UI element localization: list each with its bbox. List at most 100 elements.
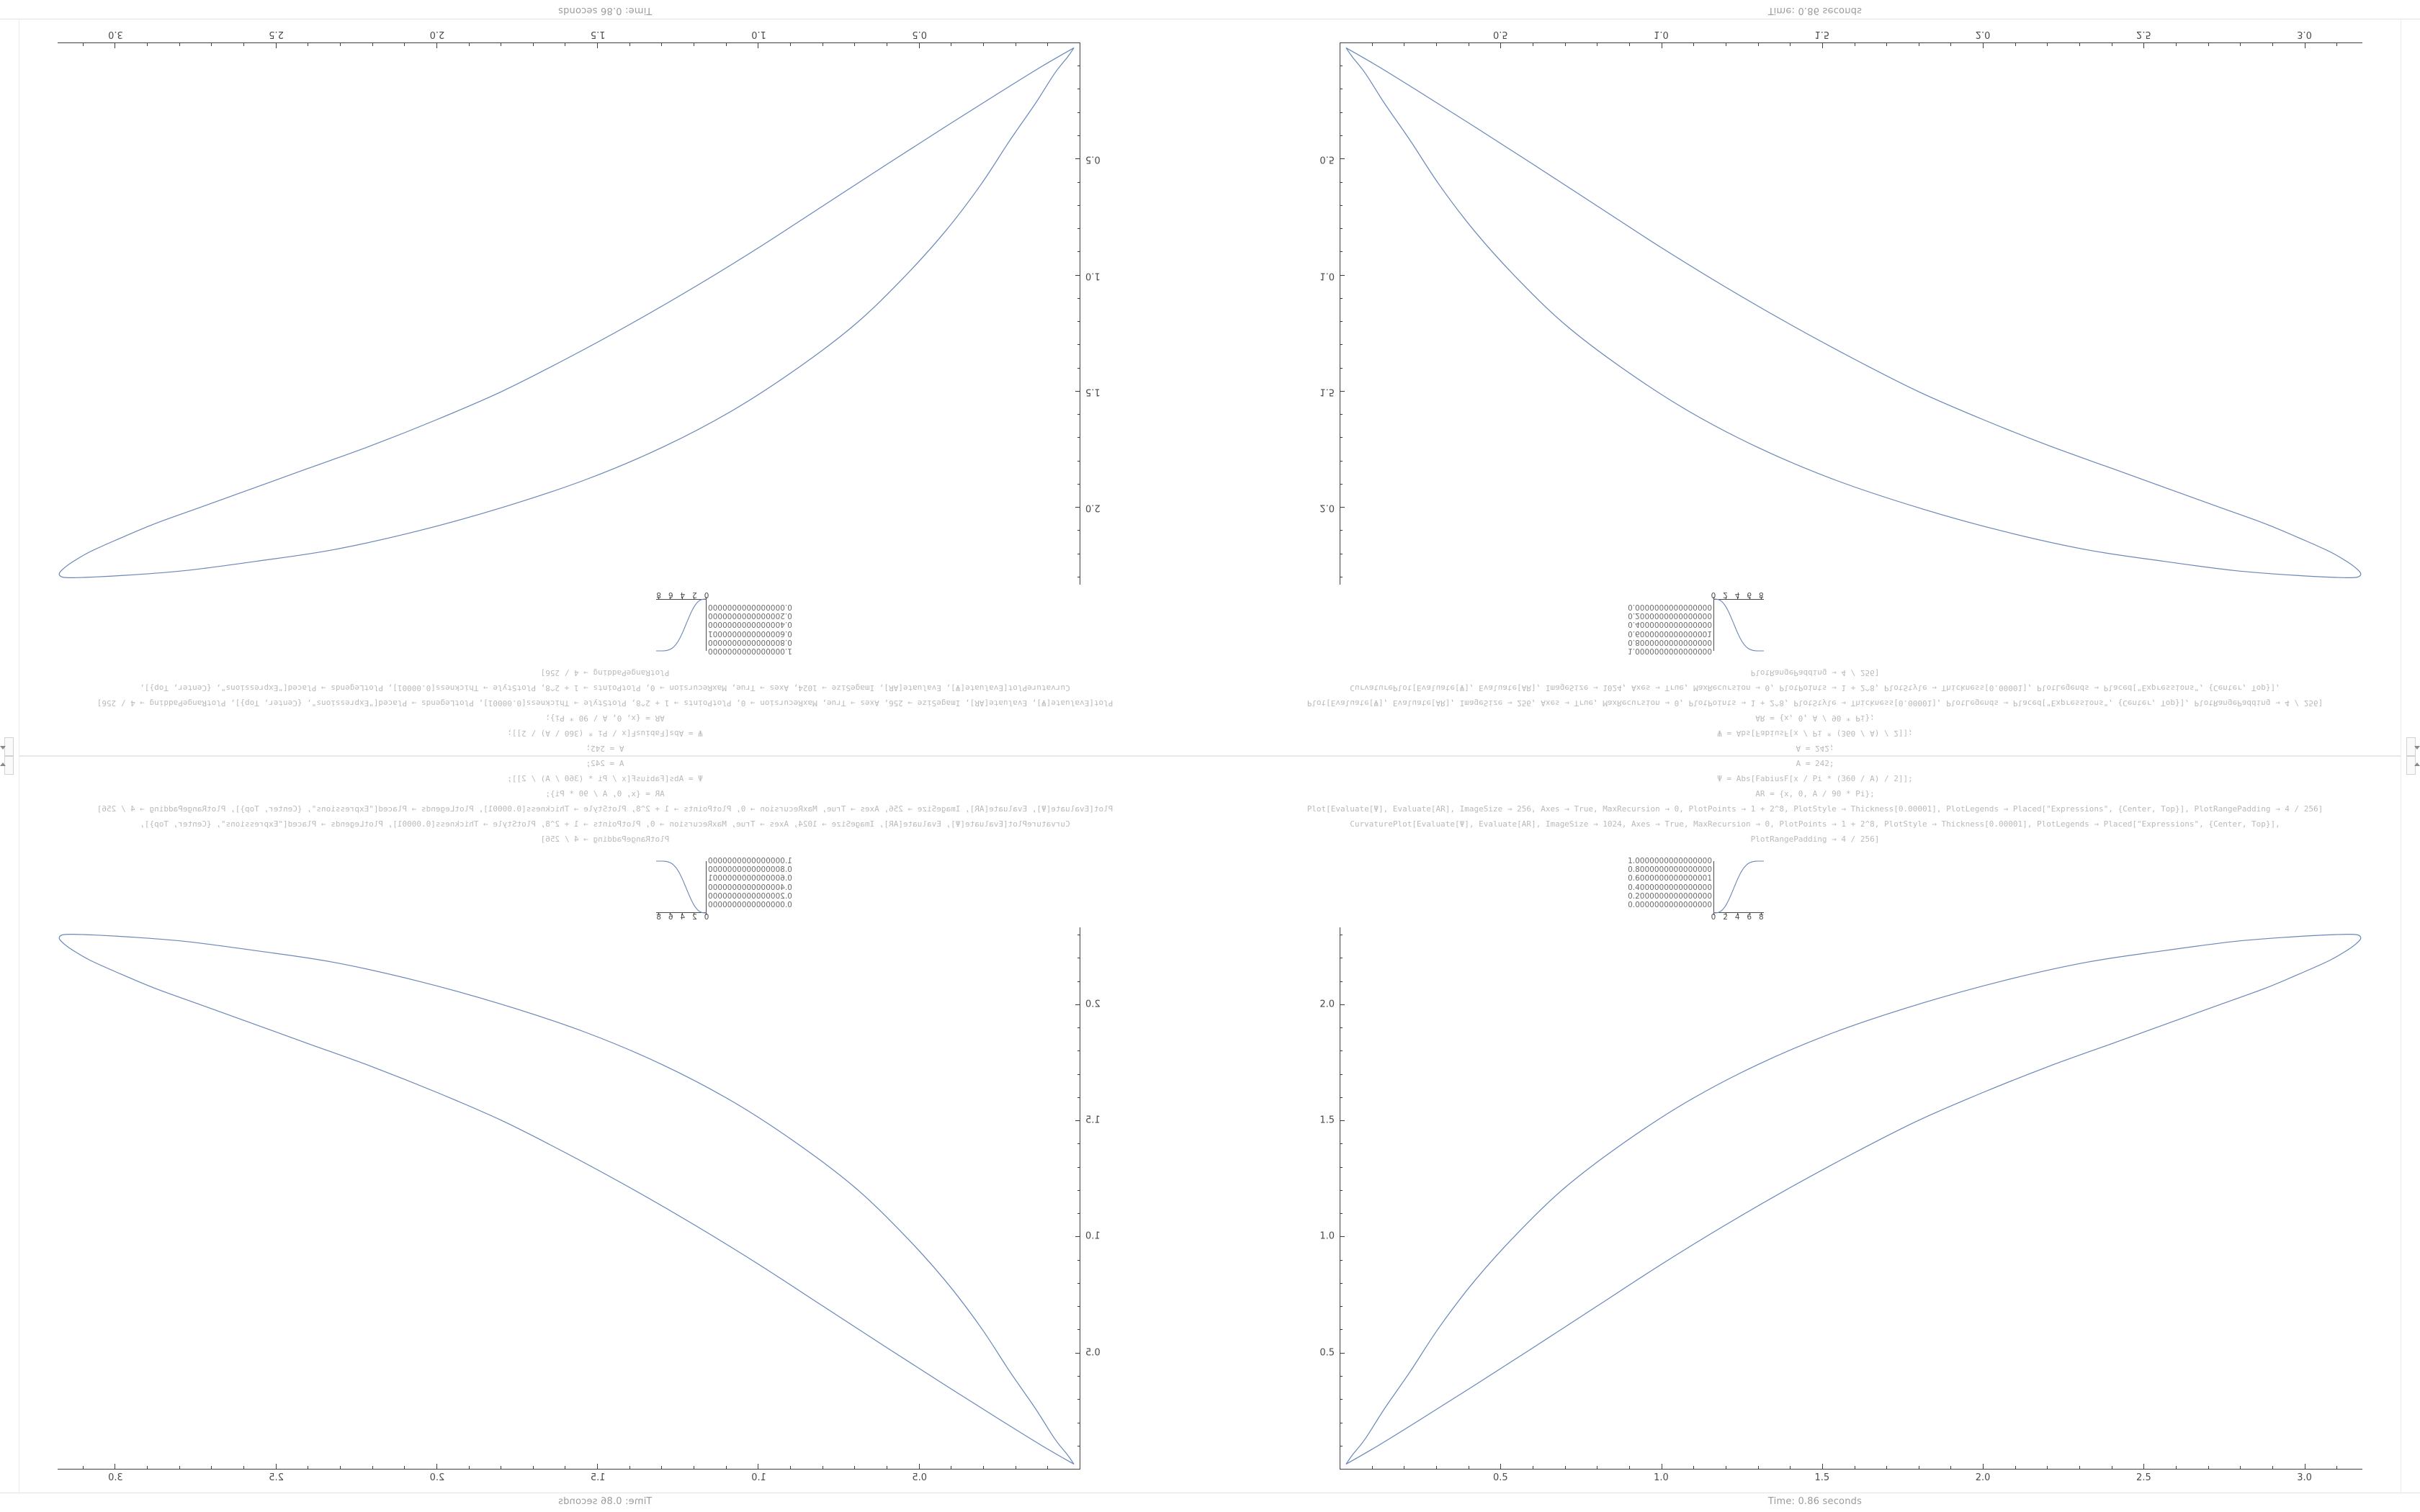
- curvature-plot-x-minor-tick: [2176, 1466, 2177, 1469]
- legend-inset-x-tick: [658, 597, 659, 599]
- curvature-plot-y-minor-tick: [1077, 228, 1080, 230]
- scrollbar-thumb[interactable]: [0, 756, 14, 775]
- code-line-range[interactable]: ΑR = {x, 0, Α / 90 * Pi};: [545, 714, 665, 723]
- curvature-plot-x-minor-tick: [82, 1466, 84, 1469]
- legend-inset-y-tick-labels: 1.0000000000000000 0.8000000000000000 0.60…: [1628, 857, 1713, 909]
- code-line-plotrangepadding[interactable]: PlotRangePadding → 4 / 256]: [540, 668, 670, 678]
- status-bar: Time: 0.86 seconds: [0, 1493, 1210, 1512]
- code-line-plotrangepadding[interactable]: PlotRangePadding → 4 / 256]: [1750, 668, 1880, 678]
- curvature-plot-x-tick-label: 0.5: [1492, 1472, 1508, 1483]
- curvature-plot-y-minor-tick: [1077, 1166, 1080, 1168]
- chevron-up-icon[interactable]: [2414, 762, 2420, 766]
- curvature-plot-x-major-tick: [436, 43, 437, 48]
- code-line-plot[interactable]: Plot[Evaluate[Ψ], Evaluate[ΑR], ImageSiz…: [1307, 698, 2323, 708]
- curvature-plot-y-major-tick: [1340, 1120, 1345, 1122]
- curvature-plot-y-minor-tick: [1340, 112, 1343, 113]
- legend-inset-y-tick-label: 0.8000000000000000: [1628, 865, 1712, 875]
- notebook-panel: Α = 242; Ψ = Abs[FabiusF[x / Pi * (360 /…: [0, 756, 1210, 1512]
- curvature-plot-curve: [58, 933, 1075, 1465]
- curvature-plot-y-minor-tick: [1340, 89, 1343, 90]
- curvature-plot-y-minor-tick: [1077, 344, 1080, 346]
- curvature-plot-x-tick-label: 0.5: [1492, 29, 1508, 40]
- curvature-plot-x-tick-label: 1.0: [1654, 1472, 1669, 1483]
- code-line-range[interactable]: ΑR = {x, 0, Α / 90 * Pi};: [1755, 789, 1875, 798]
- legend-inset-x-tick-label: 4: [680, 590, 686, 599]
- code-line-psi[interactable]: Ψ = Abs[FabiusF[x / Pi * (360 / Α) / 2]]…: [1717, 774, 1913, 783]
- curvature-plot-y-major-tick: [1340, 1004, 1345, 1005]
- curvature-plot-y-minor-tick: [1340, 1306, 1343, 1308]
- curvature-plot-x-minor-tick: [532, 1466, 534, 1469]
- legend-inset-y-tick-labels: 1.0000000000000000 0.8000000000000000 0.60…: [1628, 603, 1713, 655]
- curvature-plot-y-minor-tick: [1340, 1282, 1343, 1284]
- code-line-alpha[interactable]: Α = 242;: [586, 759, 624, 768]
- code-line-curvatureplot[interactable]: CurvaturePlot[Evaluate[Ψ], Evaluate[ΑR],…: [1350, 683, 2280, 693]
- code-line-plotrangepadding[interactable]: PlotRangePadding → 4 / 256]: [1750, 834, 1880, 844]
- code-line-range[interactable]: ΑR = {x, 0, Α / 90 * Pi};: [1755, 714, 1875, 723]
- curvature-plot-y-major-tick: [1340, 507, 1345, 508]
- status-bar-time: Time: 0.86 seconds: [557, 1496, 653, 1507]
- code-line-curvatureplot[interactable]: CurvaturePlot[Evaluate[Ψ], Evaluate[ΑR],…: [140, 683, 1070, 693]
- chevron-up-icon[interactable]: [0, 762, 6, 766]
- legend-inset-x-tick-label: 8: [656, 590, 661, 599]
- code-line-alpha[interactable]: Α = 242;: [586, 744, 624, 753]
- code-line-curvatureplot[interactable]: CurvaturePlot[Evaluate[Ψ], Evaluate[ΑR],…: [1350, 819, 2280, 829]
- notebook-scrollbar[interactable]: [2401, 0, 2420, 756]
- curvature-plot-x-major-tick: [275, 1464, 277, 1469]
- curvature-plot-curve: [1345, 47, 2362, 579]
- curvature-plot-y-major-tick: [1340, 390, 1345, 392]
- code-line-plot[interactable]: Plot[Evaluate[Ψ], Evaluate[ΑR], ImageSiz…: [97, 804, 1113, 814]
- legend-inset-x-tick-label: 4: [1734, 913, 1740, 922]
- curvature-plot-x-tick-label: 2.5: [2136, 29, 2151, 40]
- legend-inset-x-tick-label: 4: [680, 913, 686, 922]
- code-line-psi[interactable]: Ψ = Abs[FabiusF[x / Pi * (360 / Α) / 2]]…: [1717, 729, 1913, 738]
- curvature-plot-y-minor-tick: [1340, 460, 1343, 462]
- code-line-psi[interactable]: Ψ = Abs[FabiusF[x / Pi * (360 / Α) / 2]]…: [507, 774, 703, 783]
- curvature-plot-x-tick-label: 2.5: [2136, 1472, 2151, 1483]
- code-line-range[interactable]: ΑR = {x, 0, Α / 90 * Pi};: [545, 789, 665, 798]
- curvature-plot-x-minor-tick: [372, 1466, 373, 1469]
- legend-inset-x-tick: [1737, 913, 1739, 915]
- code-line-alpha[interactable]: Α = 242;: [1796, 744, 1834, 753]
- notebook-scrollbar[interactable]: [0, 756, 19, 1512]
- scrollbar-thumb[interactable]: [2406, 756, 2420, 775]
- curvature-plot-x-minor-tick: [725, 43, 727, 46]
- curvature-plot-x-major-tick: [1500, 43, 1502, 48]
- curvature-plot-x-minor-tick: [1047, 1466, 1049, 1469]
- legend-inset-curve: [656, 598, 707, 652]
- curvature-plot-x-minor-tick: [1371, 1466, 1373, 1469]
- status-bar: Time: 0.86 seconds: [1210, 0, 2420, 19]
- curvature-plot-y-tick-label: 1.0: [1085, 270, 1101, 282]
- curvature-plot-y-tick-label: 2.0: [1085, 999, 1101, 1010]
- curvature-plot-y-minor-tick: [1340, 1027, 1343, 1028]
- code-line-curvatureplot[interactable]: CurvaturePlot[Evaluate[Ψ], Evaluate[ΑR],…: [140, 819, 1070, 829]
- legend-inset-y-tick-labels: 1.0000000000000000 0.8000000000000000 0.60…: [707, 857, 792, 909]
- chevron-up-icon[interactable]: [2414, 746, 2420, 750]
- code-line-plotrangepadding[interactable]: PlotRangePadding → 4 / 256]: [540, 834, 670, 844]
- legend-inset-y-tick-label: 0.0000000000000000: [1628, 901, 1712, 910]
- curvature-plot-y-major-tick: [1075, 1120, 1080, 1122]
- code-line-alpha[interactable]: Α = 242;: [1796, 759, 1834, 768]
- legend-inset-y-tick-label: 0.6000000000000001: [1628, 874, 1712, 883]
- scrollbar-thumb[interactable]: [2406, 737, 2420, 756]
- legend-inset-y-tick-label: 0.2000000000000000: [708, 611, 792, 621]
- code-line-psi[interactable]: Ψ = Abs[FabiusF[x / Pi * (360 / Α) / 2]]…: [507, 729, 703, 738]
- curvature-plot-y-minor-tick: [1077, 1027, 1080, 1028]
- curvature-plot-y-tick-label: 1.5: [1319, 386, 1335, 397]
- legend-inset-y-tick-label: 0.8000000000000000: [708, 865, 792, 875]
- notebook-scrollbar[interactable]: [2401, 756, 2420, 1512]
- curvature-plot-y-major-tick: [1075, 1236, 1080, 1238]
- legend-inset-y-tick-label: 0.0000000000000000: [1628, 602, 1712, 611]
- code-line-plot[interactable]: Plot[Evaluate[Ψ], Evaluate[ΑR], ImageSiz…: [1307, 804, 2323, 814]
- legend-inset-y-tick-label: 0.6000000000000001: [708, 874, 792, 883]
- scrollbar-thumb[interactable]: [0, 737, 14, 756]
- notebook-scrollbar[interactable]: [0, 0, 19, 756]
- legend-inset-y-tick-label: 1.0000000000000000: [1628, 857, 1712, 865]
- curvature-plot-x-tick-label: 3.0: [2297, 29, 2312, 40]
- curvature-plot-x-minor-tick: [661, 1466, 663, 1469]
- code-line-plot[interactable]: Plot[Evaluate[Ψ], Evaluate[ΑR], ImageSiz…: [97, 698, 1113, 708]
- curvature-plot-x-minor-tick: [468, 43, 470, 46]
- chevron-up-icon[interactable]: [0, 746, 6, 750]
- curvature-plot: 0.5 1.0 1.5 2.0 0.5 1.0 1.5 2.0 2.5 3.0: [1319, 927, 2362, 1483]
- curvature-plot-x-minor-tick: [2047, 43, 2048, 46]
